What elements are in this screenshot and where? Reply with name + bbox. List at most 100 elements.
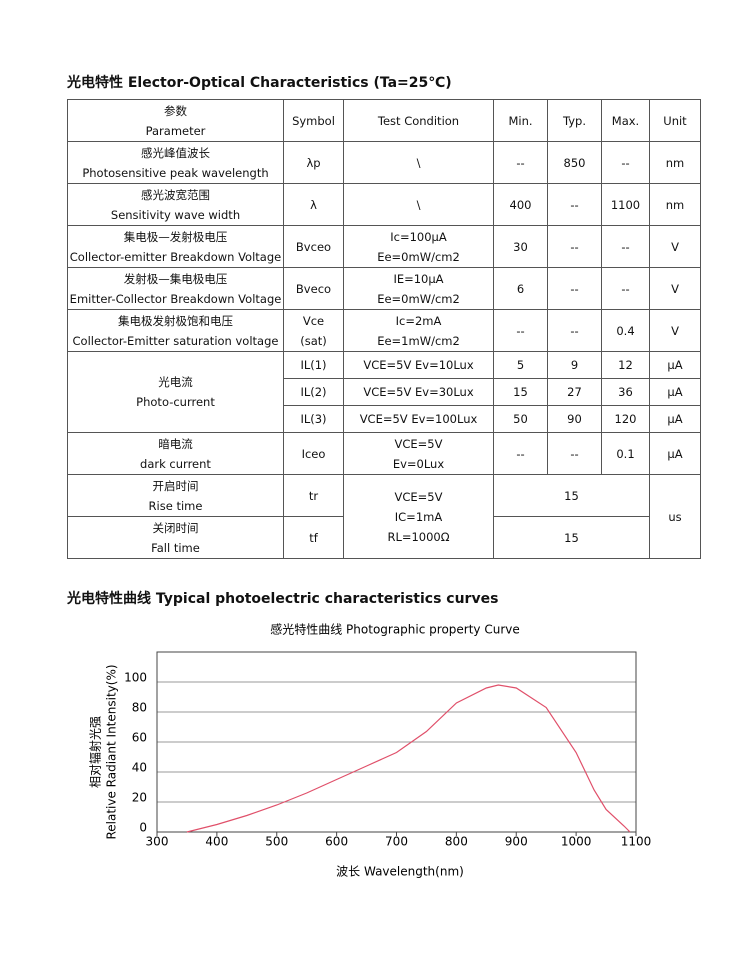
cell: -- [601, 225, 650, 268]
cell: Min. [493, 99, 548, 142]
curve [186, 684, 631, 833]
text: Vce [302, 313, 325, 328]
y-tick-label: 80 [132, 701, 147, 715]
cell: -- [547, 309, 602, 352]
cell: IE=10μA Ee=0mW/cm2 [343, 267, 494, 310]
y-axis-label: 相对辐射光强 [88, 716, 103, 788]
cell: 36 [601, 378, 650, 406]
cell: 120 [601, 405, 650, 433]
cell: -- [601, 141, 650, 184]
text: Parameter [145, 123, 206, 138]
cell: Max. [601, 99, 650, 142]
x-tick-label: 600 [325, 835, 348, 849]
cell: 集电极发射极饱和电压 Collector-Emitter saturation v… [67, 309, 284, 352]
x-tick-label: 1000 [561, 835, 592, 849]
cell: nm [649, 183, 701, 226]
text: 光电流 [158, 375, 193, 389]
cell: V [649, 225, 701, 268]
text: Ic=2mA [395, 313, 442, 328]
text: Ev=0Lux [392, 456, 445, 471]
cell: Test Condition [343, 99, 494, 142]
cell: μA [649, 405, 701, 433]
chart: 感光特性曲线 Photographic property Curve 波长 Wa… [88, 622, 652, 879]
text: 集电极发射极饱和电压 [118, 313, 233, 328]
cell: tf [283, 516, 344, 559]
text: 参数 [164, 103, 187, 118]
text: Ee=1mW/cm2 [377, 333, 460, 348]
cell: IL(1) [283, 351, 344, 379]
row: 感光峰值波长 Photosensitive peak wavelength λp … [67, 141, 701, 184]
text: Collector-Emitter saturation voltage [72, 333, 279, 348]
cell: -- [547, 432, 602, 475]
cell: 发射极—集电极电压 Emitter-Collector Breakdown Vol… [67, 267, 284, 310]
cell: Ic=100μA Ee=0mW/cm2 [343, 225, 494, 268]
cell: 15 [493, 378, 548, 406]
text: Photosensitive peak wavelength [82, 165, 269, 180]
row: 集电极—发射极电压 Collector-emitter Breakdown Vol… [67, 225, 701, 268]
cell: 27 [547, 378, 602, 406]
y-tick-label: 40 [132, 761, 147, 775]
cell: 90 [547, 405, 602, 433]
cell: IL(2) [283, 378, 344, 406]
row: IL(2) VCE=5V Ev=30Lux 15 27 36 μA [68, 378, 701, 406]
cell: -- [547, 267, 602, 310]
row: 暗电流 dark current Iceo VCE=5V Ev=0Lux -- --… [67, 432, 701, 475]
text: Collector-emitter Breakdown Voltage [69, 249, 282, 264]
cell: \ [343, 141, 494, 184]
x-tick-label: 700 [385, 835, 408, 849]
cell: VCE=5V Ev=10Lux [343, 351, 494, 379]
text: VCE=5V [394, 489, 443, 504]
row: 开启时间 Rise time tr VCE=5V IC=1mA RL=1000Ω 15… [67, 474, 701, 559]
text: 暗电流 [158, 436, 193, 451]
cell: VCE=5V Ev=30Lux [343, 378, 494, 406]
cell: -- [493, 141, 548, 184]
cell: 12 [601, 351, 650, 379]
cell: 光电流 Photo-current [67, 351, 284, 433]
cell: 30 [493, 225, 548, 268]
x-tick-label: 900 [505, 835, 528, 849]
cell: 850 [547, 141, 602, 184]
cell: 开启时间 Rise time [67, 474, 284, 517]
cell: Unit [649, 99, 701, 142]
cell: 50 [493, 405, 548, 433]
x-tick-label: 500 [265, 835, 288, 849]
text: 关闭时间 [152, 520, 199, 535]
section-title: 光电特性曲线 Typical photoelectric characteris… [67, 591, 499, 607]
cell: λ [283, 183, 344, 226]
cell: Vce (sat) [283, 309, 344, 352]
cell: VCE=5V Ev=0Lux [343, 432, 494, 475]
cell: λp [283, 141, 344, 184]
text: 发射极—集电极电压 [123, 271, 228, 286]
cell: Bvceo [283, 225, 344, 268]
row: 关闭时间 Fall time tf 15 [67, 516, 701, 559]
y-tick-label: 20 [132, 791, 147, 805]
cell: Symbol [283, 99, 344, 142]
cell: -- [601, 267, 650, 310]
cell: 集电极—发射极电压 Collector-emitter Breakdown Vol… [67, 225, 284, 268]
cell: μA [649, 432, 701, 475]
cell: V [649, 309, 701, 352]
text: dark current [140, 456, 211, 471]
row: IL(3) VCE=5V Ev=100Lux 50 90 120 μA [68, 405, 701, 433]
cell: Iceo [283, 432, 344, 475]
x-axis-label: 波长 Wavelength(nm) [336, 865, 464, 879]
text: VCE=5V [394, 436, 443, 451]
cell: -- [547, 183, 602, 226]
chart-title: 感光特性曲线 Photographic property Curve [270, 622, 520, 637]
cell: 6 [493, 267, 548, 310]
y-tick-label: 0 [139, 821, 147, 835]
cell: \ [343, 183, 494, 226]
text: 开启时间 [152, 478, 199, 493]
section-title: 光电特性 Elector-Optical Characteristics (Ta… [67, 75, 452, 91]
cell: 15 [493, 474, 650, 517]
cell: 0.1 [601, 432, 650, 475]
text: Rise time [148, 498, 203, 513]
cell: 5 [493, 351, 548, 379]
y-tick-label: 100 [124, 671, 147, 685]
cell: VCE=5V Ev=100Lux [343, 405, 494, 433]
text: IE=10μA [393, 271, 444, 286]
row: 发射极—集电极电压 Emitter-Collector Breakdown Vol… [67, 267, 701, 310]
cell: 0.4 [601, 309, 650, 352]
x-tick-label: 1100 [621, 835, 652, 849]
